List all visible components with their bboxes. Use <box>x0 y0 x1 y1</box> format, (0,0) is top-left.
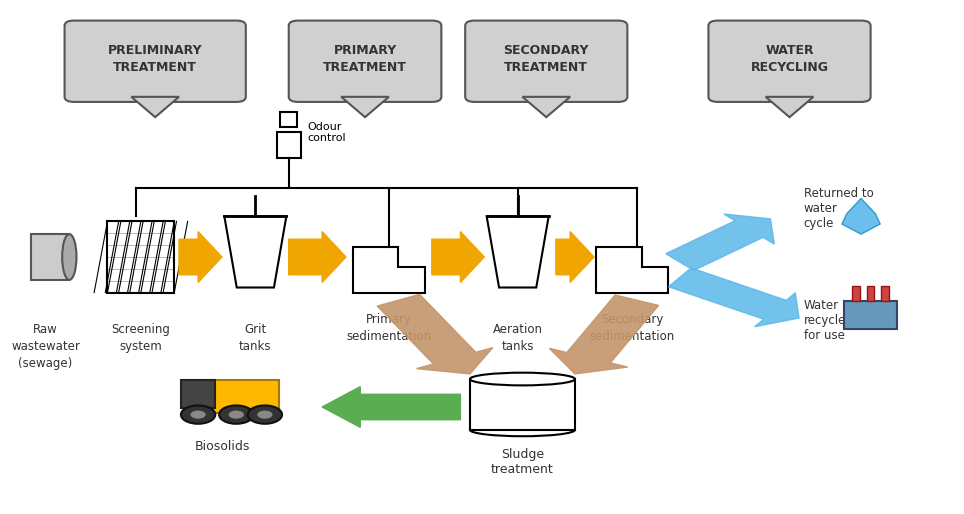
Text: PRIMARY
TREATMENT: PRIMARY TREATMENT <box>323 44 407 74</box>
Bar <box>867 286 874 301</box>
Bar <box>852 286 860 301</box>
Text: Primary
sedimentation: Primary sedimentation <box>346 313 432 343</box>
FancyBboxPatch shape <box>281 112 297 127</box>
Text: Water
recycled
for use: Water recycled for use <box>804 299 854 342</box>
Text: WATER
RECYCLING: WATER RECYCLING <box>751 44 828 74</box>
FancyBboxPatch shape <box>844 302 897 329</box>
FancyBboxPatch shape <box>65 21 246 102</box>
Text: SECONDARY
TREATMENT: SECONDARY TREATMENT <box>503 44 589 74</box>
Polygon shape <box>487 216 549 287</box>
Text: Biosolids: Biosolids <box>195 440 250 453</box>
Polygon shape <box>341 97 388 117</box>
Polygon shape <box>289 232 346 282</box>
Polygon shape <box>322 387 461 427</box>
Polygon shape <box>597 247 668 292</box>
Polygon shape <box>668 268 799 327</box>
Polygon shape <box>131 97 179 117</box>
Text: PRELIMINARY
TREATMENT: PRELIMINARY TREATMENT <box>108 44 202 74</box>
FancyBboxPatch shape <box>31 234 69 280</box>
Text: Returned to
water
cycle: Returned to water cycle <box>804 187 873 230</box>
Text: Secondary
sedimentation: Secondary sedimentation <box>590 313 675 343</box>
Polygon shape <box>842 198 880 234</box>
Circle shape <box>228 411 244 419</box>
FancyBboxPatch shape <box>108 222 174 292</box>
Text: Raw
wastewater
(sewage): Raw wastewater (sewage) <box>11 323 80 370</box>
Polygon shape <box>666 214 774 270</box>
Bar <box>881 286 889 301</box>
Polygon shape <box>377 295 493 374</box>
FancyBboxPatch shape <box>184 380 280 413</box>
Text: Odour
control: Odour control <box>308 122 346 143</box>
FancyBboxPatch shape <box>709 21 870 102</box>
Text: Screening
system: Screening system <box>112 323 171 353</box>
Polygon shape <box>549 295 658 374</box>
Polygon shape <box>432 232 484 282</box>
FancyBboxPatch shape <box>466 21 628 102</box>
FancyBboxPatch shape <box>277 133 301 158</box>
Text: Grit
tanks: Grit tanks <box>239 323 272 353</box>
Circle shape <box>248 406 282 424</box>
Polygon shape <box>353 247 425 292</box>
FancyBboxPatch shape <box>289 21 442 102</box>
Text: Aeration
tanks: Aeration tanks <box>493 323 543 353</box>
Ellipse shape <box>470 424 575 436</box>
Text: Sludge
treatment: Sludge treatment <box>491 448 553 475</box>
Polygon shape <box>179 232 222 282</box>
Polygon shape <box>522 97 570 117</box>
Ellipse shape <box>63 234 76 280</box>
Polygon shape <box>225 216 286 287</box>
Ellipse shape <box>470 373 575 386</box>
Polygon shape <box>765 97 814 117</box>
Circle shape <box>181 406 215 424</box>
Polygon shape <box>556 232 594 282</box>
Circle shape <box>219 406 254 424</box>
FancyBboxPatch shape <box>470 379 575 430</box>
Circle shape <box>191 411 205 419</box>
Circle shape <box>257 411 273 419</box>
FancyBboxPatch shape <box>181 380 215 408</box>
